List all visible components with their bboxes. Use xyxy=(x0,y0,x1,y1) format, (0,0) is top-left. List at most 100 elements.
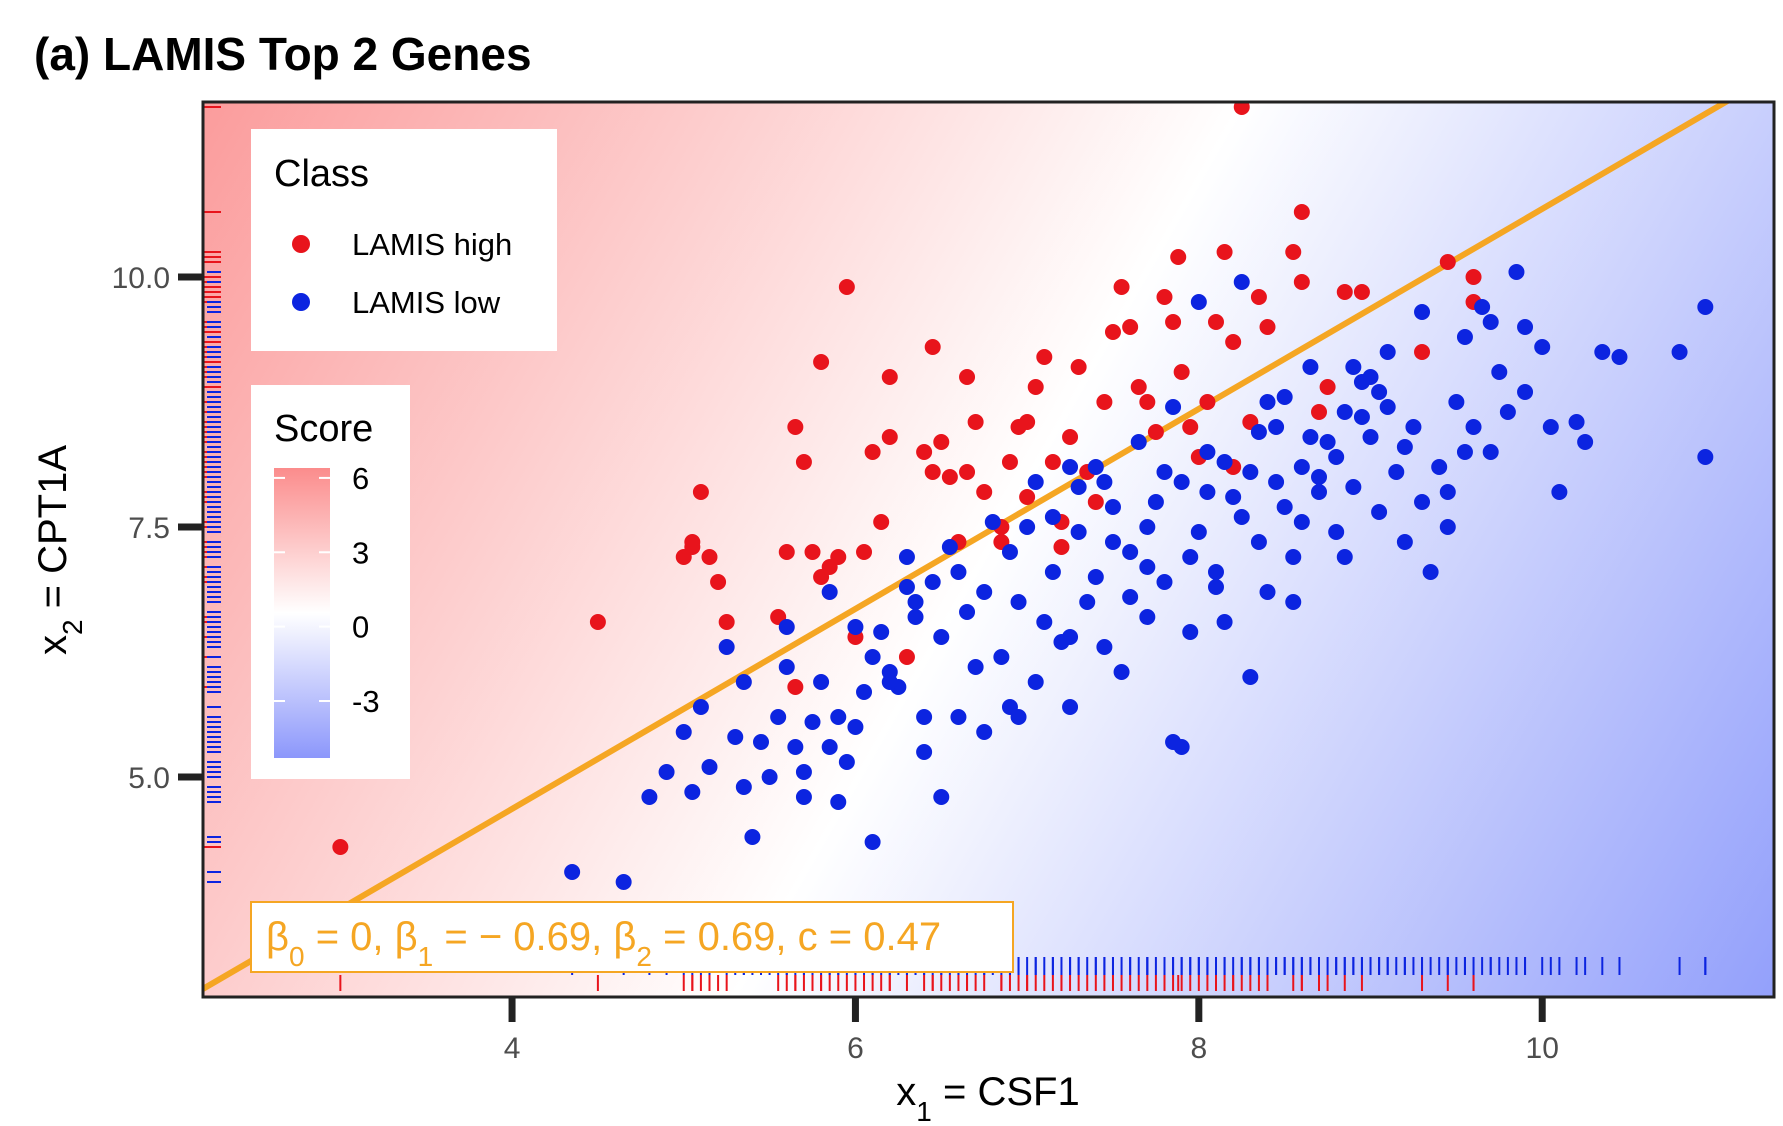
point-lamis-low xyxy=(830,709,847,725)
point-lamis-low xyxy=(1044,564,1061,580)
point-lamis-low xyxy=(1139,559,1156,575)
point-lamis-low xyxy=(993,649,1010,665)
point-lamis-low xyxy=(941,539,958,555)
point-lamis-low xyxy=(838,754,855,770)
point-lamis-low xyxy=(1517,384,1534,400)
score-legend-title: Score xyxy=(274,408,373,450)
equation-box: β0 = 0, β1 = − 0.69, β2 = 0.69, c = 0.47 xyxy=(250,901,1014,973)
point-lamis-low xyxy=(1568,414,1585,430)
y-tick-label: 7.5 xyxy=(128,512,170,545)
point-lamis-low xyxy=(1122,589,1139,605)
point-lamis-low xyxy=(1336,549,1353,565)
point-lamis-high xyxy=(1293,274,1310,290)
point-lamis-low xyxy=(864,649,881,665)
point-lamis-high xyxy=(701,549,718,565)
point-lamis-low xyxy=(1096,639,1113,655)
point-lamis-low xyxy=(1156,574,1173,590)
point-lamis-high xyxy=(718,614,735,630)
point-lamis-high xyxy=(1207,314,1224,330)
point-lamis-low xyxy=(1422,564,1439,580)
point-lamis-low xyxy=(1517,319,1534,335)
point-lamis-low xyxy=(1062,459,1079,475)
point-lamis-low xyxy=(907,609,924,625)
point-lamis-high xyxy=(1319,379,1336,395)
point-lamis-high xyxy=(856,544,873,560)
point-lamis-low xyxy=(933,629,950,645)
chart-title: (a) LAMIS Top 2 Genes xyxy=(34,28,532,80)
point-lamis-low xyxy=(1414,304,1431,320)
point-lamis-low xyxy=(1448,394,1465,410)
point-lamis-high xyxy=(881,369,898,385)
point-lamis-high xyxy=(933,434,950,450)
legend-label: LAMIS low xyxy=(352,285,501,320)
point-lamis-low xyxy=(1431,459,1448,475)
point-lamis-low xyxy=(1062,699,1079,715)
point-lamis-low xyxy=(1362,429,1379,445)
x-axis-title: x1 = CSF1 xyxy=(896,1070,1079,1126)
point-lamis-low xyxy=(950,709,967,725)
point-lamis-low xyxy=(1345,479,1362,495)
point-lamis-low xyxy=(1396,534,1413,550)
point-lamis-high xyxy=(881,429,898,445)
point-lamis-low xyxy=(1139,609,1156,625)
point-lamis-low xyxy=(753,734,770,750)
point-lamis-high xyxy=(1019,414,1036,430)
point-lamis-low xyxy=(1207,579,1224,595)
point-lamis-low xyxy=(976,584,993,600)
point-lamis-high xyxy=(898,649,915,665)
point-lamis-high xyxy=(924,464,941,480)
point-lamis-low xyxy=(821,739,838,755)
point-lamis-low xyxy=(1285,594,1302,610)
y-axis: 5.0 7.5 10.0 xyxy=(112,262,203,795)
legend-key xyxy=(292,235,310,253)
point-lamis-low xyxy=(1190,294,1207,310)
point-lamis-low xyxy=(1293,459,1310,475)
point-lamis-low xyxy=(1302,429,1319,445)
point-lamis-low xyxy=(1371,504,1388,520)
point-lamis-low xyxy=(1671,344,1688,360)
point-lamis-low xyxy=(735,779,752,795)
point-lamis-high xyxy=(1113,279,1130,295)
colorbar-tick-label: 0 xyxy=(352,610,369,645)
point-lamis-low xyxy=(1044,509,1061,525)
y-tick-label: 5.0 xyxy=(128,762,170,795)
point-lamis-high xyxy=(1170,249,1187,265)
point-lamis-low xyxy=(718,639,735,655)
colorbar-tick-label: 6 xyxy=(352,461,369,496)
point-lamis-low xyxy=(1062,629,1079,645)
point-lamis-low xyxy=(1122,544,1139,560)
point-lamis-low xyxy=(873,624,890,640)
point-lamis-low xyxy=(1182,549,1199,565)
point-lamis-high xyxy=(1465,269,1482,285)
point-lamis-low xyxy=(1534,339,1551,355)
point-lamis-low xyxy=(1276,389,1293,405)
point-lamis-high xyxy=(804,544,821,560)
point-lamis-low xyxy=(924,574,941,590)
point-lamis-high xyxy=(916,444,933,460)
point-lamis-high xyxy=(795,454,812,470)
point-lamis-high xyxy=(1259,319,1276,335)
legend-key xyxy=(292,293,310,311)
point-lamis-low xyxy=(1147,494,1164,510)
point-lamis-high xyxy=(1173,364,1190,380)
point-lamis-low xyxy=(984,514,1001,530)
point-lamis-low xyxy=(1379,344,1396,360)
point-lamis-low xyxy=(1079,594,1096,610)
point-lamis-low xyxy=(1293,514,1310,530)
point-lamis-low xyxy=(787,739,804,755)
point-lamis-low xyxy=(1345,359,1362,375)
point-lamis-low xyxy=(1104,499,1121,515)
equation-text: β0 = 0, β1 = − 0.69, β2 = 0.69, c = 0.47 xyxy=(266,915,941,972)
point-lamis-low xyxy=(1311,469,1328,485)
point-lamis-low xyxy=(1165,399,1182,415)
point-lamis-low xyxy=(1611,349,1628,365)
point-lamis-high xyxy=(1130,379,1147,395)
point-lamis-low xyxy=(1697,449,1714,465)
point-lamis-low xyxy=(1199,484,1216,500)
point-lamis-low xyxy=(847,719,864,735)
point-lamis-low xyxy=(1242,464,1259,480)
point-lamis-high xyxy=(967,414,984,430)
point-lamis-high xyxy=(1104,324,1121,340)
class-legend: Class LAMIS high LAMIS low xyxy=(251,129,557,351)
point-lamis-high xyxy=(924,339,941,355)
